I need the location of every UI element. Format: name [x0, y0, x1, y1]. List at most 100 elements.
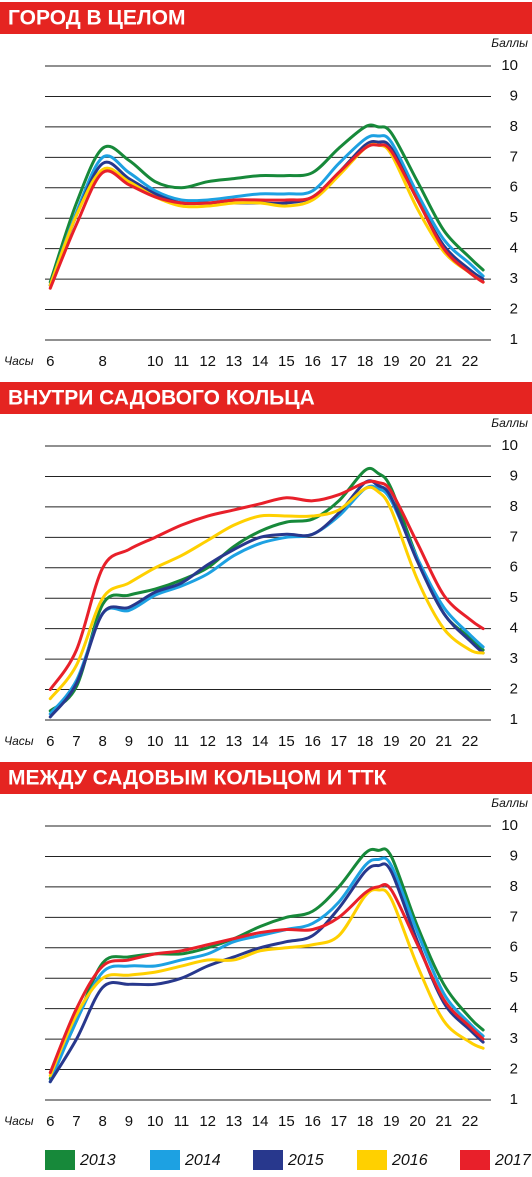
- y-tick-label: 6: [510, 939, 518, 956]
- x-tick-label: 20: [409, 1113, 426, 1130]
- x-tick-label: 13: [226, 1113, 243, 1130]
- x-tick-label: 8: [99, 353, 107, 370]
- x-tick-label: 11: [174, 353, 190, 370]
- x-tick-label: 12: [199, 353, 216, 370]
- legend-label: 2016: [391, 1152, 428, 1169]
- legend-swatch: [45, 1150, 75, 1170]
- y-axis-label: Баллы: [491, 416, 528, 430]
- chart-title: ГОРОД В ЦЕЛОМ: [8, 7, 185, 30]
- y-tick-label: 3: [510, 650, 518, 667]
- x-tick-label: 20: [409, 353, 426, 370]
- title-bar: [0, 762, 532, 794]
- y-tick-label: 6: [510, 179, 518, 196]
- x-tick-label: 8: [99, 1113, 107, 1130]
- y-tick-label: 7: [510, 148, 518, 165]
- y-tick-label: 1: [510, 1091, 518, 1108]
- y-tick-label: 3: [510, 270, 518, 287]
- y-tick-label: 7: [510, 528, 518, 545]
- x-tick-label: 17: [330, 353, 347, 370]
- y-tick-label: 5: [510, 589, 518, 606]
- y-tick-label: 4: [510, 240, 518, 257]
- series-line: [48, 479, 485, 719]
- y-tick-label: 8: [510, 118, 518, 135]
- legend-swatch: [253, 1150, 283, 1170]
- series-line: [48, 484, 485, 716]
- x-axis-label: Часы: [4, 1114, 34, 1128]
- x-tick-label: 6: [46, 1113, 54, 1130]
- x-tick-label: 10: [147, 1113, 164, 1130]
- y-tick-label: 3: [510, 1030, 518, 1047]
- x-tick-label: 8: [99, 733, 107, 750]
- y-tick-label: 10: [501, 817, 518, 834]
- x-tick-label: 16: [304, 353, 321, 370]
- y-tick-label: 5: [510, 969, 518, 986]
- chart-title: ВНУТРИ САДОВОГО КОЛЬЦА: [8, 387, 315, 410]
- x-tick-label: 6: [46, 733, 54, 750]
- y-tick-label: 8: [510, 878, 518, 895]
- x-tick-label: 20: [409, 733, 426, 750]
- series-line: [48, 888, 485, 1078]
- legend-label: 2014: [184, 1152, 221, 1169]
- x-tick-label: 9: [125, 1113, 133, 1130]
- x-axis-label: Часы: [4, 354, 34, 368]
- x-tick-label: 6: [46, 353, 54, 370]
- series-line: [48, 862, 485, 1084]
- x-tick-label: 13: [226, 733, 243, 750]
- y-tick-label: 9: [510, 847, 518, 864]
- x-tick-label: 9: [125, 733, 133, 750]
- x-tick-label: 15: [278, 1113, 295, 1130]
- x-tick-label: 15: [278, 353, 295, 370]
- y-tick-label: 9: [510, 467, 518, 484]
- x-tick-label: 12: [199, 733, 216, 750]
- y-tick-label: 10: [501, 57, 518, 74]
- x-tick-label: 13: [226, 353, 243, 370]
- x-tick-label: 11: [174, 733, 190, 750]
- series-line: [48, 143, 485, 290]
- x-tick-label: 18: [357, 353, 374, 370]
- y-tick-label: 6: [510, 559, 518, 576]
- x-tick-label: 16: [304, 1113, 321, 1130]
- x-tick-label: 22: [462, 1113, 479, 1130]
- series-line: [48, 485, 485, 701]
- title-bar: [0, 382, 532, 414]
- series-line: [48, 883, 485, 1075]
- x-tick-label: 7: [72, 1113, 80, 1130]
- x-tick-label: 11: [174, 1113, 190, 1130]
- x-tick-label: 22: [462, 733, 479, 750]
- x-tick-label: 14: [252, 1113, 269, 1130]
- x-tick-label: 14: [252, 733, 269, 750]
- x-tick-label: 17: [330, 1113, 347, 1130]
- series-line: [48, 142, 485, 287]
- x-tick-label: 10: [147, 733, 164, 750]
- y-tick-label: 2: [510, 301, 518, 318]
- x-tick-label: 19: [383, 353, 400, 370]
- series-line: [48, 123, 485, 284]
- legend-label: 2013: [79, 1152, 116, 1169]
- x-tick-label: 12: [199, 1113, 216, 1130]
- x-tick-label: 18: [357, 1113, 374, 1130]
- x-tick-label: 15: [278, 733, 295, 750]
- y-axis-label: Баллы: [491, 796, 528, 810]
- x-axis-label: Часы: [4, 734, 34, 748]
- y-tick-label: 7: [510, 908, 518, 925]
- x-tick-label: 14: [252, 353, 269, 370]
- y-tick-label: 1: [510, 331, 518, 348]
- x-tick-label: 7: [72, 733, 80, 750]
- x-tick-label: 21: [435, 733, 452, 750]
- y-axis-label: Баллы: [491, 36, 528, 50]
- series-line: [48, 847, 485, 1081]
- legend-label: 2017: [494, 1152, 532, 1169]
- y-tick-label: 4: [510, 620, 518, 637]
- y-tick-label: 5: [510, 209, 518, 226]
- x-tick-label: 17: [330, 733, 347, 750]
- legend-swatch: [460, 1150, 490, 1170]
- y-tick-label: 8: [510, 498, 518, 515]
- y-tick-label: 2: [510, 1061, 518, 1078]
- x-tick-label: 21: [435, 353, 452, 370]
- legend-label: 2015: [287, 1152, 324, 1169]
- y-tick-label: 1: [510, 711, 518, 728]
- x-tick-label: 19: [383, 1113, 400, 1130]
- x-tick-label: 21: [435, 1113, 452, 1130]
